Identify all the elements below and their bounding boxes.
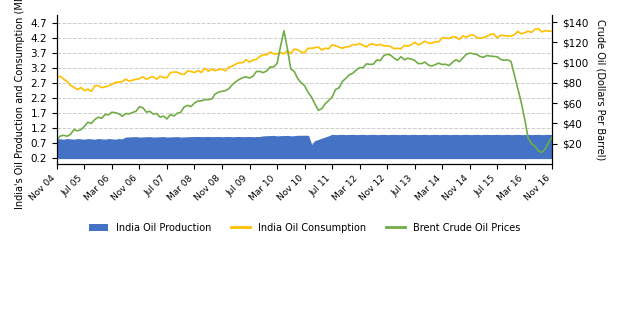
Y-axis label: India's Oil Production and Consumption (MMbpd): India's Oil Production and Consumption (… — [15, 0, 25, 209]
Y-axis label: Crude Oil (Dollars Per Barrel): Crude Oil (Dollars Per Barrel) — [595, 19, 605, 160]
Legend: India Oil Production, India Oil Consumption, Brent Crude Oil Prices: India Oil Production, India Oil Consumpt… — [85, 219, 524, 237]
